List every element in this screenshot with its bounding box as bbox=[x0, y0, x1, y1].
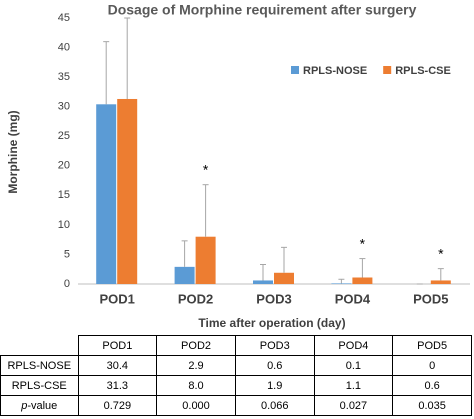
y-tick-label: 5 bbox=[64, 248, 70, 260]
table-cell: 1.1 bbox=[313, 375, 394, 396]
y-tick-label: 10 bbox=[58, 219, 70, 231]
x-tick-label: POD4 bbox=[335, 291, 371, 306]
legend-label: RPLS-NOSE bbox=[303, 65, 367, 77]
significance-marker: * bbox=[438, 245, 444, 261]
bar bbox=[117, 98, 138, 284]
legend-swatch bbox=[291, 66, 299, 74]
y-tick-label: 30 bbox=[58, 101, 70, 113]
bar bbox=[331, 283, 352, 284]
x-tick-label: POD5 bbox=[413, 291, 448, 306]
bar bbox=[352, 277, 373, 284]
bar bbox=[274, 272, 294, 284]
table-cell: 0.000 bbox=[156, 395, 236, 416]
bar bbox=[253, 280, 273, 284]
x-tick-label: POD1 bbox=[99, 291, 134, 306]
significance-marker: * bbox=[360, 235, 366, 251]
table-cell: 0.6 bbox=[392, 375, 472, 396]
table-cell: 0.1 bbox=[313, 355, 394, 376]
chart: Dosage of Morphine requirement after sur… bbox=[6, 2, 470, 330]
row-label: RPLS-CSE bbox=[0, 375, 79, 396]
table-cell: 0.6 bbox=[234, 355, 315, 376]
data-table: POD1 POD2 POD3 POD4 POD5 RPLS-NOSE 30.4 … bbox=[0, 335, 472, 416]
table-cell: 31.3 bbox=[77, 375, 158, 396]
bar bbox=[174, 266, 195, 284]
row-label: RPLS-NOSE bbox=[0, 355, 79, 376]
significance-marker: * bbox=[203, 161, 209, 177]
y-tick-label: 40 bbox=[58, 41, 70, 53]
table-cell: 0 bbox=[392, 355, 472, 376]
legend-swatch bbox=[383, 66, 392, 74]
y-tick-label: 35 bbox=[58, 71, 70, 83]
table-header: POD4 bbox=[313, 335, 394, 356]
y-tick-label: 25 bbox=[58, 130, 70, 142]
table-cell: 0.729 bbox=[77, 395, 158, 416]
table-cell: 2.9 bbox=[156, 355, 236, 376]
y-tick-label: 15 bbox=[58, 189, 70, 201]
table-header: POD5 bbox=[392, 335, 472, 356]
table-cell: 0.035 bbox=[392, 395, 472, 416]
table-cell: 1.9 bbox=[234, 375, 315, 396]
table-corner bbox=[0, 335, 79, 356]
y-axis-label: Morphine (mg) bbox=[6, 110, 20, 193]
table-header: POD3 bbox=[234, 335, 315, 356]
table-cell: 0.027 bbox=[313, 395, 394, 416]
table-cell: 30.4 bbox=[77, 355, 158, 376]
y-tick-label: 0 bbox=[64, 278, 70, 290]
row-label: p-value bbox=[0, 395, 79, 416]
x-tick-label: POD2 bbox=[178, 291, 213, 306]
table-header: POD2 bbox=[156, 335, 236, 356]
chart-title: Dosage of Morphine requirement after sur… bbox=[108, 2, 417, 18]
y-tick-label: 20 bbox=[58, 160, 70, 172]
y-tick-label: 45 bbox=[58, 12, 70, 24]
x-axis-label: Time after operation (day) bbox=[198, 316, 345, 330]
table-header: POD1 bbox=[77, 335, 158, 356]
bar bbox=[430, 280, 451, 284]
table-cell: 0.066 bbox=[234, 395, 315, 416]
bar bbox=[96, 104, 117, 285]
x-tick-label: POD3 bbox=[256, 291, 291, 306]
legend-label: RPLS-CSE bbox=[395, 65, 451, 77]
table-cell: 8.0 bbox=[156, 375, 236, 396]
bar bbox=[195, 236, 216, 284]
